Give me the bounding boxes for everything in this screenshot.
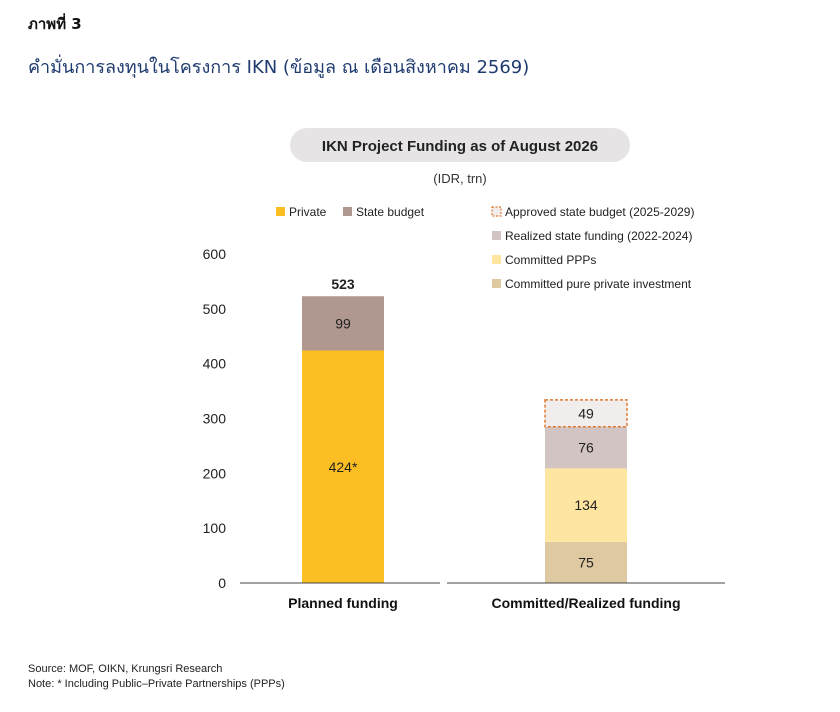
chart-title: IKN Project Funding as of August 2026 — [322, 138, 598, 155]
legend-swatch-private — [276, 207, 285, 216]
legend-swatch-committed-pure-private-investment — [492, 279, 501, 288]
y-tick-label: 300 — [203, 411, 227, 427]
chart-title-pill — [290, 128, 630, 162]
bar-segment-label: 99 — [335, 315, 351, 331]
source-note: Source: MOF, OIKN, Krungsri Research — [28, 663, 223, 675]
bar-segment-committed-ppps — [545, 468, 627, 542]
y-axis: 0 100 200 300 400 500 600 — [203, 246, 227, 591]
bar-segment-label: 49 — [578, 405, 594, 421]
legend-label: Approved state budget (2025-2029) — [505, 205, 694, 219]
bar-segment-approved-state-budget-2025-2029 — [544, 399, 628, 428]
y-tick-label: 600 — [203, 246, 227, 262]
figure-label: ภาพที่ 3 — [28, 15, 82, 33]
y-tick-label: 0 — [218, 575, 226, 591]
bar-total-label: 523 — [331, 276, 355, 292]
legend-label: Private — [289, 205, 327, 219]
page-title: คำมั่นการลงทุนในโครงการ IKN (ข้อมูล ณ เด… — [28, 57, 530, 78]
bar-segment-label: 76 — [578, 440, 594, 456]
x-category-label: Planned funding — [288, 595, 398, 611]
x-category-label: Committed/Realized funding — [492, 595, 681, 611]
legend-label: Committed pure private investment — [505, 277, 692, 291]
legend-swatch-realized-state-funding-2022-2024 — [492, 231, 501, 240]
footnote: Note: * Including Public–Private Partner… — [28, 678, 285, 690]
y-tick-label: 500 — [203, 301, 227, 317]
bar-segment-label: 75 — [578, 554, 594, 570]
y-tick-label: 200 — [203, 465, 227, 481]
legend-swatch-state-budget — [343, 207, 352, 216]
legend-swatch-committed-ppps — [492, 255, 501, 264]
bar-segment-realized-state-funding-2022-2024 — [545, 426, 627, 469]
legend-swatch-approved-state-budget-2025-2029 — [491, 206, 502, 217]
legend: Private State budget Approved state budget… — [276, 205, 694, 291]
x-axis: Planned funding Committed/Realized fundin… — [240, 582, 725, 611]
bars: 424* 99 523 75 134 76 49 — [302, 276, 628, 583]
chart-subtitle: (IDR, trn) — [433, 171, 486, 186]
legend-label: State budget — [356, 205, 425, 219]
bar-segment-committed-pure-private-investment — [545, 541, 627, 583]
bar-segment-state-budget — [302, 296, 384, 351]
y-tick-label: 400 — [203, 356, 227, 372]
bar-segment-label: 134 — [574, 497, 598, 513]
legend-label: Committed PPPs — [505, 253, 596, 267]
y-tick-label: 100 — [203, 520, 227, 536]
bar-segment-private — [302, 350, 384, 583]
legend-label: Realized state funding (2022-2024) — [505, 229, 692, 243]
bar-segment-label: 424* — [329, 459, 358, 475]
